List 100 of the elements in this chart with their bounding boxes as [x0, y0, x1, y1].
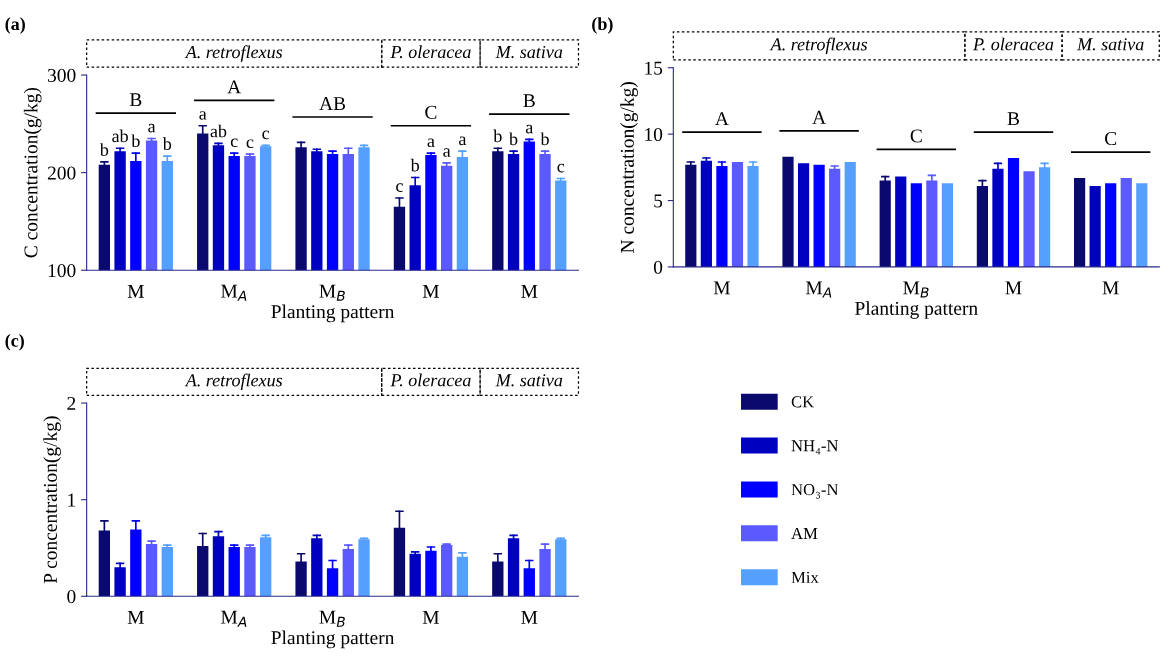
x-tick-label: M: [422, 284, 439, 298]
data-label: c: [557, 163, 565, 173]
bar: [1105, 183, 1117, 267]
data-label: b: [540, 132, 549, 146]
data-label: ab: [210, 124, 227, 138]
x-tick-label: M$_{B}$: [319, 284, 345, 301]
bar: [1089, 185, 1101, 267]
chart-title: (a): [5, 17, 25, 34]
data-label: b: [410, 158, 420, 172]
x-tick-label: M$_{A}$: [221, 284, 247, 301]
bar: [456, 556, 469, 597]
legend-label: CK: [791, 396, 814, 408]
y-axis-title: P concentration(g/kg): [43, 416, 61, 584]
bar: [731, 162, 744, 267]
y-tick-label: 0: [653, 260, 663, 274]
chart-title: (b): [592, 17, 613, 34]
data-label: c: [396, 183, 403, 193]
legend-label: AM: [791, 527, 818, 539]
bar: [685, 164, 697, 267]
data-label: b: [99, 143, 109, 156]
x-axis-title: Planting pattern: [855, 301, 978, 319]
bar: [797, 163, 810, 267]
bar: [161, 547, 173, 597]
y-axis-title: C concentration(g/kg): [23, 87, 42, 258]
text: A. retroflexus: [769, 37, 868, 55]
bar: [342, 548, 354, 597]
x-tick-label: M$_{B}$: [319, 610, 345, 627]
bar: [1120, 177, 1132, 267]
bar: [260, 537, 272, 597]
y-tick-label: 5: [654, 194, 663, 208]
bar: [539, 548, 551, 597]
bar: [358, 539, 370, 597]
y-tick-label: 0: [67, 590, 76, 604]
x-tick-label: M$_{A}$: [805, 281, 832, 298]
y-tick-label: 1: [68, 493, 76, 507]
bar: [992, 168, 1004, 267]
data-label: a: [525, 124, 534, 134]
data-label: b: [493, 129, 502, 143]
bar: [244, 547, 256, 597]
data-label: b: [509, 132, 518, 146]
bar: [926, 180, 938, 267]
annotation: A: [812, 110, 826, 124]
bar: [941, 183, 954, 267]
bar: [441, 545, 453, 597]
bar: [976, 185, 988, 267]
text: P. oleracea: [390, 373, 471, 387]
annotation: AB: [319, 97, 346, 110]
y-tick-label: 200: [47, 166, 76, 180]
data-label: a: [148, 123, 156, 133]
data-label: b: [131, 134, 140, 148]
annotation: C: [910, 129, 922, 143]
bar: [910, 183, 922, 267]
data-label: ab: [112, 129, 128, 143]
x-tick-label: M: [127, 284, 144, 298]
x-axis-title: Planting pattern: [271, 630, 395, 649]
bar: [844, 162, 856, 267]
bar: [700, 160, 712, 267]
bar: [782, 156, 794, 267]
data-label: b: [162, 137, 172, 151]
bar: [228, 547, 240, 597]
x-axis-title: Planting pattern: [271, 304, 395, 323]
x-tick-label: M: [422, 610, 439, 624]
bar: [813, 164, 825, 267]
y-tick-label: 100: [48, 264, 76, 278]
bar: [555, 539, 567, 597]
bar: [1039, 167, 1051, 267]
x-tick-label: M: [1102, 281, 1119, 295]
y-tick-label: 10: [645, 127, 663, 142]
bar: [1007, 158, 1020, 267]
bar: [409, 553, 421, 597]
annotation: C: [1105, 132, 1117, 146]
data-label: a: [443, 148, 451, 157]
chart-title: (c): [5, 334, 24, 351]
bar: [716, 166, 728, 267]
x-tick-label: M: [521, 284, 538, 298]
x-tick-label: M: [713, 281, 730, 295]
bar: [114, 567, 126, 597]
x-tick-label: M$_{A}$: [221, 610, 247, 627]
bar: [145, 544, 158, 597]
x-tick-label: M: [521, 610, 538, 624]
annotation: B: [523, 94, 535, 108]
annotation: B: [129, 93, 142, 107]
bar: [747, 166, 759, 267]
bar: [895, 176, 907, 267]
bar: [1023, 171, 1035, 267]
annotation: B: [1007, 112, 1020, 126]
data-label: c: [230, 138, 238, 148]
bar: [212, 536, 225, 597]
bar: [1136, 183, 1148, 267]
text: A. retroflexus: [184, 45, 283, 62]
bar: [507, 538, 520, 597]
text: M. sativa: [1076, 38, 1144, 51]
legend-label: NO₃-N: [791, 484, 839, 499]
bar: [311, 538, 323, 597]
y-axis-title: N concentration(g/kg): [620, 82, 638, 253]
bar: [879, 180, 891, 267]
x-tick-label: M$_{B}$: [903, 281, 929, 298]
annotation: C: [425, 105, 437, 119]
y-tick-label: 15: [645, 61, 663, 75]
annotation: A: [715, 112, 729, 126]
